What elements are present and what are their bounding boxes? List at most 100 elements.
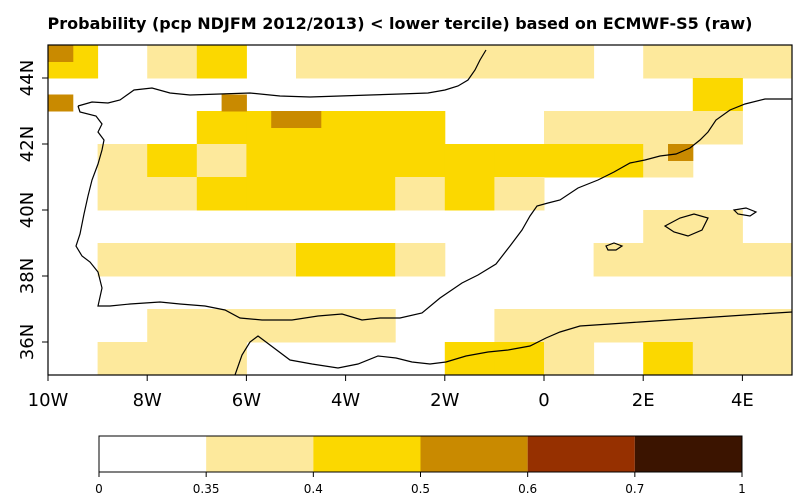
heat-cell xyxy=(345,177,396,211)
colorbar-label: 1 xyxy=(738,482,746,496)
heat-cell xyxy=(544,45,595,79)
heat-cell xyxy=(643,111,694,145)
heat-cell xyxy=(643,210,694,244)
heat-cell xyxy=(742,45,792,79)
colorbar-label: 0.7 xyxy=(625,482,644,496)
x-tick-label: 2W xyxy=(430,390,459,411)
heat-cell xyxy=(692,210,743,244)
colorbar-swatch xyxy=(206,436,314,472)
coastline-africa xyxy=(234,311,792,375)
heat-cell xyxy=(345,144,396,178)
colorbar-label: 0.6 xyxy=(518,482,537,496)
heat-cell xyxy=(444,342,495,375)
x-tick-label: 4E xyxy=(731,390,754,411)
island-mallorca xyxy=(663,213,709,237)
heat-cell xyxy=(246,144,297,178)
colorbar-label: 0.5 xyxy=(411,482,430,496)
probability-cells xyxy=(48,45,792,375)
heat-cell xyxy=(196,144,247,178)
colorbar-swatch xyxy=(99,436,207,472)
coastline xyxy=(75,49,792,375)
heat-cell xyxy=(196,45,247,79)
heat-cell xyxy=(147,45,198,79)
x-tick-label: 2E xyxy=(632,390,655,411)
heat-cell xyxy=(196,342,247,375)
x-tick-label: 10W xyxy=(28,390,69,411)
heat-cell xyxy=(296,144,347,178)
heat-cell xyxy=(395,243,446,277)
heat-cell xyxy=(246,177,297,211)
coastline-north xyxy=(77,49,487,107)
heat-cell xyxy=(48,94,74,112)
heat-cell xyxy=(395,177,446,211)
heat-cell xyxy=(692,342,743,375)
heat-cell xyxy=(494,45,545,79)
heat-cell xyxy=(196,309,247,343)
heat-cell xyxy=(97,177,148,211)
colorbar-swatch xyxy=(634,436,742,472)
heat-cell xyxy=(246,243,297,277)
heat-cell xyxy=(296,111,322,128)
heat-cell xyxy=(221,94,247,112)
heat-cell xyxy=(395,45,446,79)
heat-cell xyxy=(494,144,545,178)
heat-cell xyxy=(742,342,792,375)
heat-cell xyxy=(345,111,396,145)
heat-cell xyxy=(692,78,743,112)
heat-cell xyxy=(692,309,743,343)
heat-cell xyxy=(147,243,198,277)
heat-cell xyxy=(97,342,148,375)
x-tick-label: 4W xyxy=(331,390,360,411)
y-axis: 36N 38N 40N 42N 44N xyxy=(17,60,48,360)
heat-cell xyxy=(345,309,396,343)
y-tick-label: 42N xyxy=(17,126,38,162)
heat-cell xyxy=(196,111,247,145)
colorbar-swatch xyxy=(420,436,528,472)
heat-cell xyxy=(444,144,495,178)
y-tick-label: 38N xyxy=(17,258,38,294)
chart-title: Probability (pcp NDJFM 2012/2013) < lowe… xyxy=(47,14,753,33)
colorbar-swatch xyxy=(313,436,421,472)
colorbar: 0 0.35 0.4 0.5 0.6 0.7 1 xyxy=(95,435,746,496)
heat-cell xyxy=(147,309,198,343)
island-ibiza xyxy=(605,242,624,251)
heat-cell xyxy=(395,144,446,178)
heat-cell xyxy=(395,111,446,145)
heat-cell xyxy=(593,309,644,343)
heat-cell xyxy=(444,177,495,211)
heat-cell xyxy=(296,177,347,211)
heat-cell xyxy=(345,45,396,79)
heat-cell xyxy=(643,243,694,277)
y-tick-label: 40N xyxy=(17,192,38,228)
heat-cell xyxy=(643,45,694,79)
heat-cell xyxy=(246,309,297,343)
y-tick-label: 44N xyxy=(17,60,38,96)
heat-cell xyxy=(97,144,148,178)
x-axis: 10W 8W 6W 4W 2W 0 2E 4E xyxy=(28,375,754,411)
y-tick-label: 36N xyxy=(17,324,38,360)
heat-cell xyxy=(494,309,545,343)
heat-cell xyxy=(742,243,792,277)
heat-cell xyxy=(692,243,743,277)
heat-cell xyxy=(494,177,545,211)
heat-cell xyxy=(544,111,595,145)
heat-cell xyxy=(147,177,198,211)
colorbar-label: 0.4 xyxy=(304,482,323,496)
heat-cell xyxy=(494,342,545,375)
heat-cell xyxy=(196,243,247,277)
coastline-west xyxy=(75,98,792,321)
x-tick-label: 0 xyxy=(538,390,549,411)
heat-cell xyxy=(444,45,495,79)
heat-cell xyxy=(643,342,694,375)
heat-cell xyxy=(147,342,198,375)
colorbar-label: 0 xyxy=(95,482,103,496)
heat-cell xyxy=(643,309,694,343)
x-tick-label: 8W xyxy=(133,390,162,411)
x-tick-label: 6W xyxy=(232,390,261,411)
heat-cell xyxy=(196,177,247,211)
heat-cell xyxy=(345,243,396,277)
island-menorca xyxy=(732,207,758,217)
heat-cell xyxy=(593,144,644,178)
heat-cell xyxy=(97,243,148,277)
